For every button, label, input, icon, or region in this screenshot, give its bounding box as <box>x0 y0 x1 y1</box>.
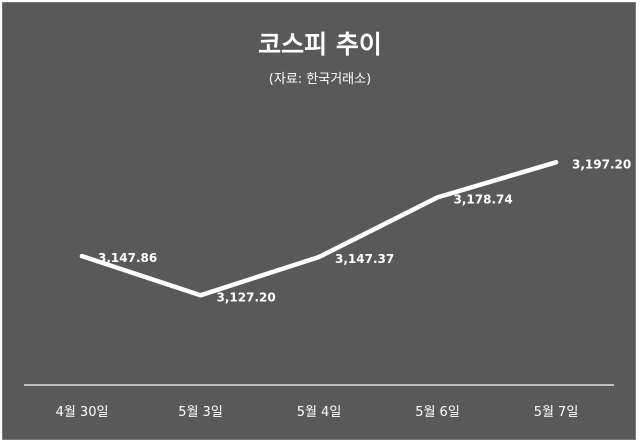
data-labels: 3,147.86 3,127.20 3,147.37 3,178.74 3,197.20 <box>98 157 631 304</box>
data-point <box>553 160 559 165</box>
data-point <box>79 253 85 259</box>
data-point <box>316 254 322 260</box>
x-tick-label: 5월 7일 <box>534 405 579 420</box>
x-tick-label: 4월 30일 <box>56 405 109 420</box>
data-label: 3,147.86 <box>98 251 157 265</box>
chart-subtitle: (자료: 한국거래소) <box>269 72 371 87</box>
data-point <box>435 195 440 200</box>
data-label: 3,147.37 <box>335 252 394 266</box>
data-label: 3,127.20 <box>217 290 276 304</box>
data-label: 3,197.20 <box>572 157 631 171</box>
x-tick-label: 5월 3일 <box>178 405 223 420</box>
chart-frame <box>2 2 636 440</box>
x-tick-label: 5월 4일 <box>297 405 342 420</box>
series-line <box>79 160 559 298</box>
data-point <box>198 293 203 298</box>
series-layer <box>79 160 559 298</box>
data-label: 3,178.74 <box>454 192 513 206</box>
chart-title: 코스피 추이 <box>258 30 382 59</box>
x-tick-label: 5월 6일 <box>415 405 460 420</box>
x-tick-labels: 4월 30일 5월 3일 5월 4일 5월 6일 5월 7일 <box>56 405 579 420</box>
